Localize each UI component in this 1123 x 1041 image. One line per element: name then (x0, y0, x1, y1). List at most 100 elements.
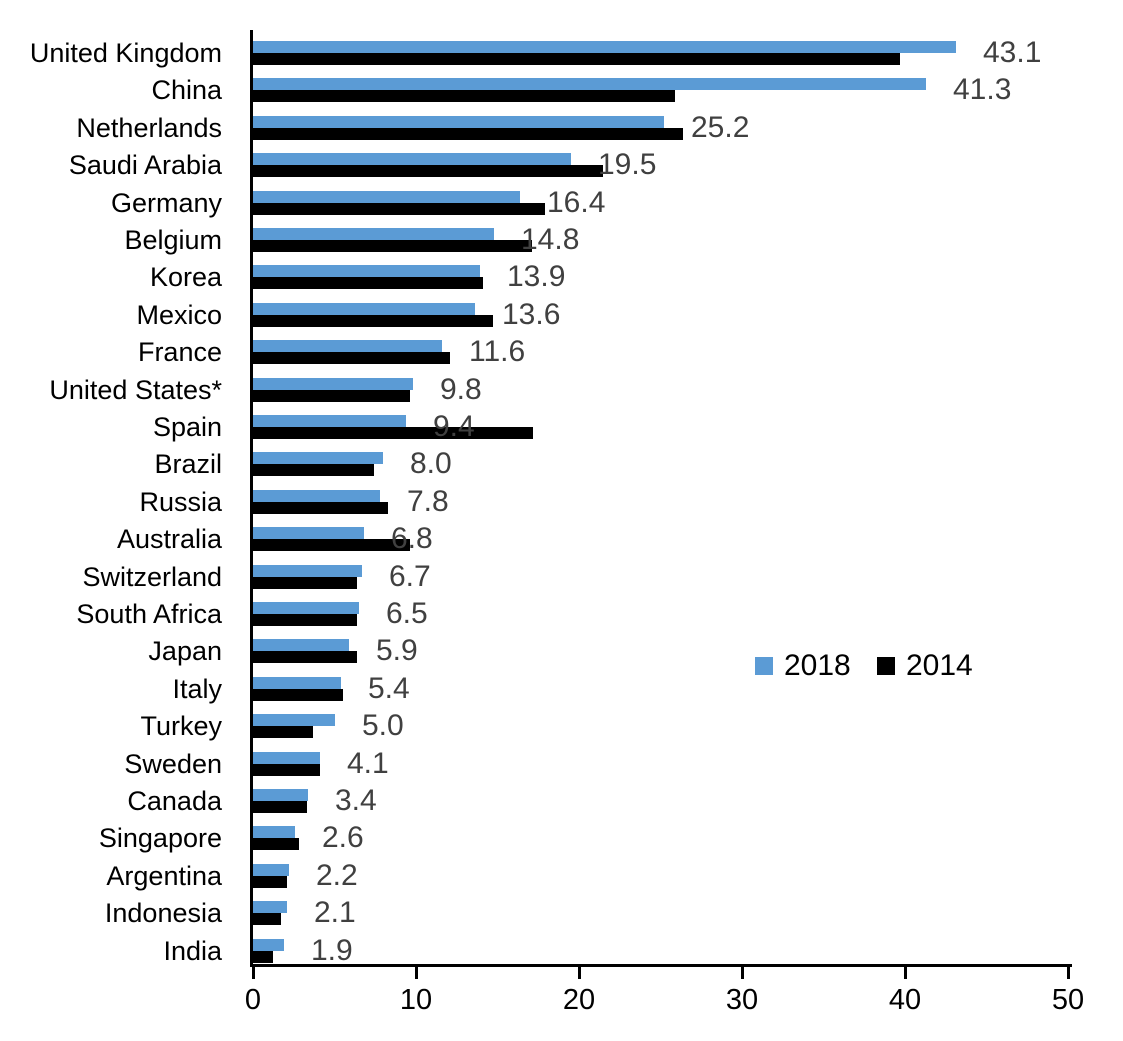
bar-2014-argentina (253, 875, 288, 888)
bar-2014-switzerland (253, 576, 358, 589)
bar-2018-canada (253, 789, 309, 801)
bar-2014-turkey (253, 726, 314, 739)
bar-2018-spain (253, 415, 407, 427)
category-label-singapore: Singapore (98, 823, 222, 854)
bar-2014-australia (253, 539, 410, 552)
value-label-singapore: 2.6 (322, 821, 364, 855)
value-label-sweden: 4.1 (347, 746, 389, 780)
bar-2014-japan (253, 651, 358, 664)
bar-2014-singapore (253, 838, 299, 851)
bar-2018-india (253, 938, 284, 951)
value-label-korea: 13.9 (507, 260, 566, 294)
bar-2014-italy (253, 688, 343, 701)
x-tick-mark-40 (903, 967, 907, 979)
bar-2014-india (253, 950, 273, 963)
value-label-spain: 9.4 (433, 410, 475, 443)
x-tick-label-0: 0 (244, 984, 262, 1016)
category-label-netherlands: Netherlands (76, 112, 222, 143)
category-label-indonesia: Indonesia (104, 898, 222, 929)
category-label-spain: Spain (152, 412, 222, 442)
x-tick-label-30: 30 (725, 984, 759, 1016)
bar-2014-sweden (253, 763, 320, 776)
category-label-japan: Japan (148, 636, 222, 667)
value-label-brazil: 8.0 (410, 447, 452, 481)
value-label-canada: 3.4 (335, 784, 377, 817)
bar-2018-japan (253, 639, 350, 652)
x-tick-label-10: 10 (399, 984, 433, 1016)
category-label-south-africa: South Africa (76, 599, 222, 629)
value-label-switzerland: 6.7 (389, 559, 431, 593)
x-tick-mark-10 (414, 967, 418, 979)
category-label-italy: Italy (172, 673, 222, 704)
bar-2014-mexico (253, 314, 493, 327)
bar-2018-south-africa (253, 602, 359, 614)
category-label-australia: Australia (116, 524, 222, 555)
bar-2014-china (253, 90, 676, 103)
x-tick-mark-0 (251, 967, 255, 979)
x-tick-mark-30 (740, 967, 744, 979)
category-label-united-states: United States* (49, 374, 222, 405)
bar-2018-saudi-arabia (253, 153, 571, 166)
bar-2014-indonesia (253, 913, 281, 926)
bar-2014-belgium (253, 240, 532, 252)
value-label-argentina: 2.2 (316, 858, 358, 892)
value-label-indonesia: 2.1 (314, 896, 356, 930)
category-label-russia: Russia (139, 486, 222, 517)
bar-2014-south-africa (253, 614, 358, 626)
value-label-india: 1.9 (311, 933, 353, 967)
category-label-china: China (151, 75, 222, 106)
bar-2014-netherlands (253, 127, 684, 140)
bar-2018-germany (253, 190, 521, 203)
legend-label-2014: 2014 (906, 649, 973, 682)
bar-2018-brazil (253, 452, 384, 465)
value-label-russia: 7.8 (407, 484, 449, 518)
legend-item-2018: 2018 (755, 649, 851, 682)
bar-2018-switzerland (253, 564, 363, 577)
category-label-brazil: Brazil (154, 449, 222, 480)
bar-2018-singapore (253, 826, 296, 839)
bar-2014-united-states (253, 389, 410, 402)
bar-2018-united-states (253, 377, 413, 390)
bar-2018-mexico (253, 302, 475, 315)
x-tick-mark-50 (1066, 967, 1070, 979)
bar-2018-russia (253, 489, 381, 502)
value-label-germany: 16.4 (547, 185, 606, 219)
x-tick-label-50: 50 (1051, 984, 1085, 1016)
value-label-netherlands: 25.2 (691, 110, 750, 144)
value-label-saudi-arabia: 19.5 (598, 148, 657, 182)
category-label-argentina: Argentina (106, 860, 222, 891)
x-tick-label-40: 40 (888, 984, 922, 1016)
value-label-japan: 5.9 (376, 634, 418, 668)
bar-2018-italy (253, 676, 341, 689)
category-label-france: France (137, 337, 222, 368)
category-label-turkey: Turkey (140, 711, 222, 742)
bar-2018-sweden (253, 751, 320, 764)
bar-2014-spain (253, 427, 534, 439)
category-label-united-kingdom: United Kingdom (29, 38, 222, 68)
bar-2018-netherlands (253, 115, 664, 128)
bar-2018-china (253, 78, 927, 91)
x-tick-label-20: 20 (562, 984, 596, 1016)
category-label-sweden: Sweden (124, 748, 222, 779)
category-label-canada: Canada (127, 786, 222, 816)
value-label-australia: 6.8 (391, 522, 433, 556)
value-label-italy: 5.4 (368, 671, 410, 705)
category-label-switzerland: Switzerland (82, 561, 222, 592)
bar-2014-saudi-arabia (253, 165, 604, 178)
bar-2018-australia (253, 527, 364, 540)
y-axis-line (250, 30, 253, 967)
value-label-belgium: 14.8 (521, 223, 580, 256)
legend-item-2014: 2014 (877, 649, 973, 682)
category-label-belgium: Belgium (124, 225, 222, 255)
category-label-korea: Korea (149, 262, 222, 293)
legend-swatch-2014 (877, 657, 895, 675)
bar-2014-korea (253, 277, 483, 290)
value-label-united-states: 9.8 (440, 372, 482, 406)
bar-2018-france (253, 340, 443, 353)
bar-2014-united-kingdom (253, 53, 901, 65)
x-axis-line (250, 964, 1072, 967)
bar-2014-france (253, 352, 451, 365)
category-label-germany: Germany (110, 187, 222, 218)
legend-swatch-2018 (755, 657, 773, 675)
